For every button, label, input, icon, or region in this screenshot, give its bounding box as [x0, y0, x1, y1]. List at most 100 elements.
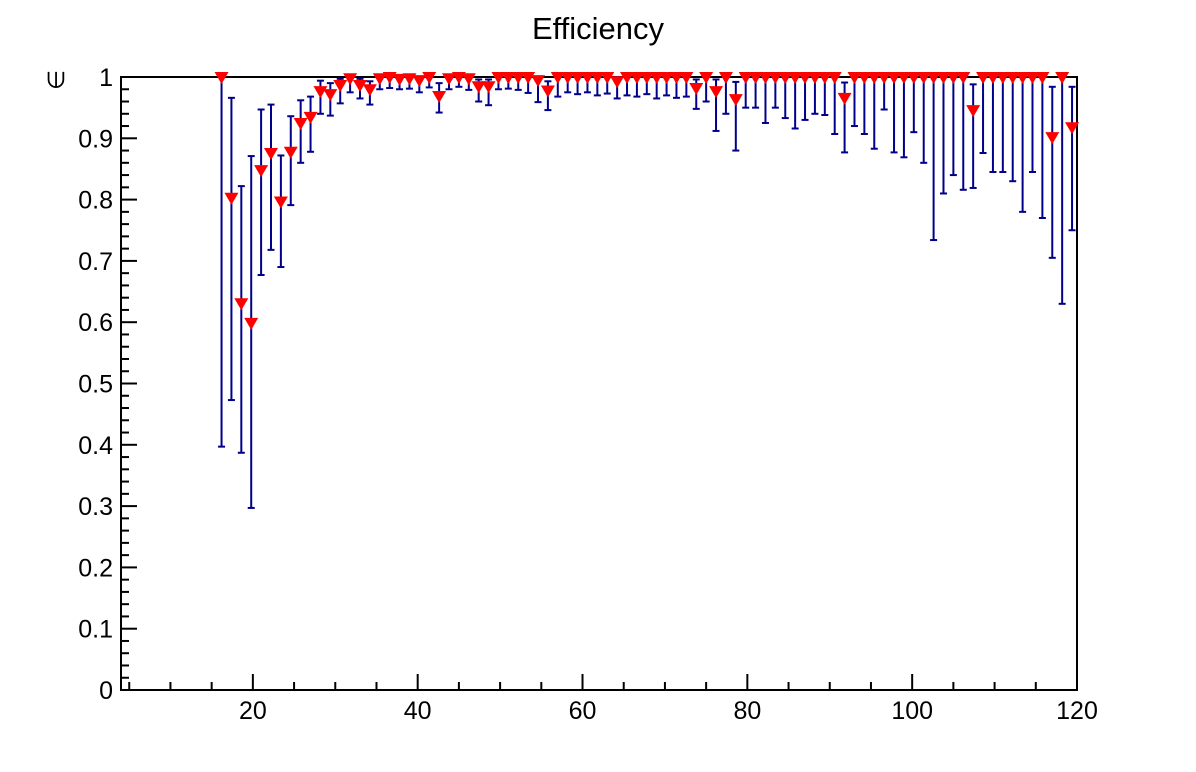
axis-tick-labels: 20 40 60 80 100 120 0 0.1 0.2 0.3 0.4 0.5 0.6 0.7 0.8 0… [78, 64, 1098, 725]
data-point [1065, 85, 1080, 232]
data-point [926, 72, 941, 242]
data-point-marker [531, 75, 546, 88]
data-point [590, 72, 605, 97]
data-point-marker [461, 73, 476, 86]
data-point-marker [798, 72, 813, 84]
data-point [807, 72, 822, 115]
data-point-marker [1045, 132, 1060, 145]
data-point [214, 72, 229, 448]
data-point [1015, 72, 1030, 213]
y-axis-title-epsilon: ∈ [43, 70, 69, 90]
data-point [936, 72, 951, 195]
data-point-marker [491, 72, 506, 84]
data-point [906, 72, 921, 134]
data-point [817, 72, 832, 117]
data-point [442, 73, 457, 91]
data-point [481, 78, 496, 107]
data-point-marker [956, 72, 971, 84]
data-point-marker [906, 72, 921, 84]
data-point-marker [758, 72, 773, 84]
y-tick-label: 0.7 [78, 248, 113, 276]
data-point [1025, 72, 1040, 174]
data-point [244, 155, 259, 509]
data-point-marker [976, 72, 991, 84]
data-point [728, 80, 743, 152]
data-point [659, 72, 674, 97]
data-point-marker [313, 86, 328, 99]
data-point [966, 83, 981, 189]
data-point-marker [807, 72, 822, 84]
data-point [224, 96, 239, 402]
data-point [521, 72, 536, 94]
data-point-marker [887, 72, 902, 84]
data-point-marker [1025, 72, 1040, 84]
data-point-marker [995, 72, 1010, 84]
data-point-marker [679, 72, 694, 84]
data-point-marker [738, 72, 753, 84]
data-point-marker [916, 72, 931, 84]
data-point [501, 72, 516, 90]
data-point [867, 72, 882, 150]
data-point-marker [1005, 72, 1020, 84]
data-point-marker [699, 72, 714, 84]
data-point [629, 72, 644, 98]
data-point [679, 72, 694, 98]
data-point [620, 72, 635, 97]
data-point [778, 72, 793, 120]
data-point [1005, 72, 1020, 183]
data-point [738, 72, 753, 109]
data-point [669, 72, 684, 99]
data-series [214, 72, 1080, 509]
data-point [649, 72, 664, 100]
data-point [402, 73, 417, 90]
data-point-marker [896, 72, 911, 84]
y-tick-label: 0 [99, 677, 113, 705]
data-point-marker [709, 86, 724, 99]
data-point [847, 72, 862, 128]
data-point [837, 81, 852, 154]
data-point-marker [669, 72, 684, 84]
data-point-marker [1055, 72, 1070, 84]
data-point-marker [768, 72, 783, 84]
data-point-marker [293, 117, 308, 130]
data-point-marker [343, 73, 358, 86]
data-point [392, 73, 407, 91]
x-tick-label: 100 [891, 697, 933, 725]
axis-ticks [121, 76, 1078, 691]
data-point-marker [718, 72, 733, 84]
data-point [985, 72, 1000, 174]
data-point [709, 78, 724, 132]
data-point-marker [422, 72, 437, 84]
data-point-marker [788, 72, 803, 84]
data-point-marker [649, 72, 664, 84]
data-point [916, 72, 931, 164]
data-point [1055, 72, 1070, 305]
data-point [432, 82, 447, 114]
data-point-marker [639, 72, 654, 84]
data-point-marker [817, 72, 832, 84]
data-point [857, 72, 872, 136]
y-tick-label: 0.6 [78, 309, 113, 337]
data-point [540, 80, 555, 112]
data-point [718, 72, 733, 115]
data-point-marker [244, 317, 259, 330]
data-point-marker [610, 76, 625, 89]
data-point-marker [471, 81, 486, 94]
y-tick-label: 0.8 [78, 187, 113, 215]
data-point-marker [600, 72, 615, 84]
data-point [788, 72, 803, 130]
data-point-marker [224, 192, 239, 205]
data-point-marker [570, 72, 585, 84]
x-tick-label: 60 [569, 697, 597, 725]
data-point-marker [966, 105, 981, 118]
data-point [798, 72, 813, 121]
data-point [1045, 85, 1060, 259]
data-point [560, 72, 575, 94]
data-point [303, 95, 318, 153]
x-tick-label: 20 [239, 697, 267, 725]
data-point [550, 72, 565, 98]
data-point [995, 72, 1010, 174]
data-point [600, 72, 615, 95]
data-point [372, 73, 387, 91]
data-point-marker [580, 72, 595, 84]
